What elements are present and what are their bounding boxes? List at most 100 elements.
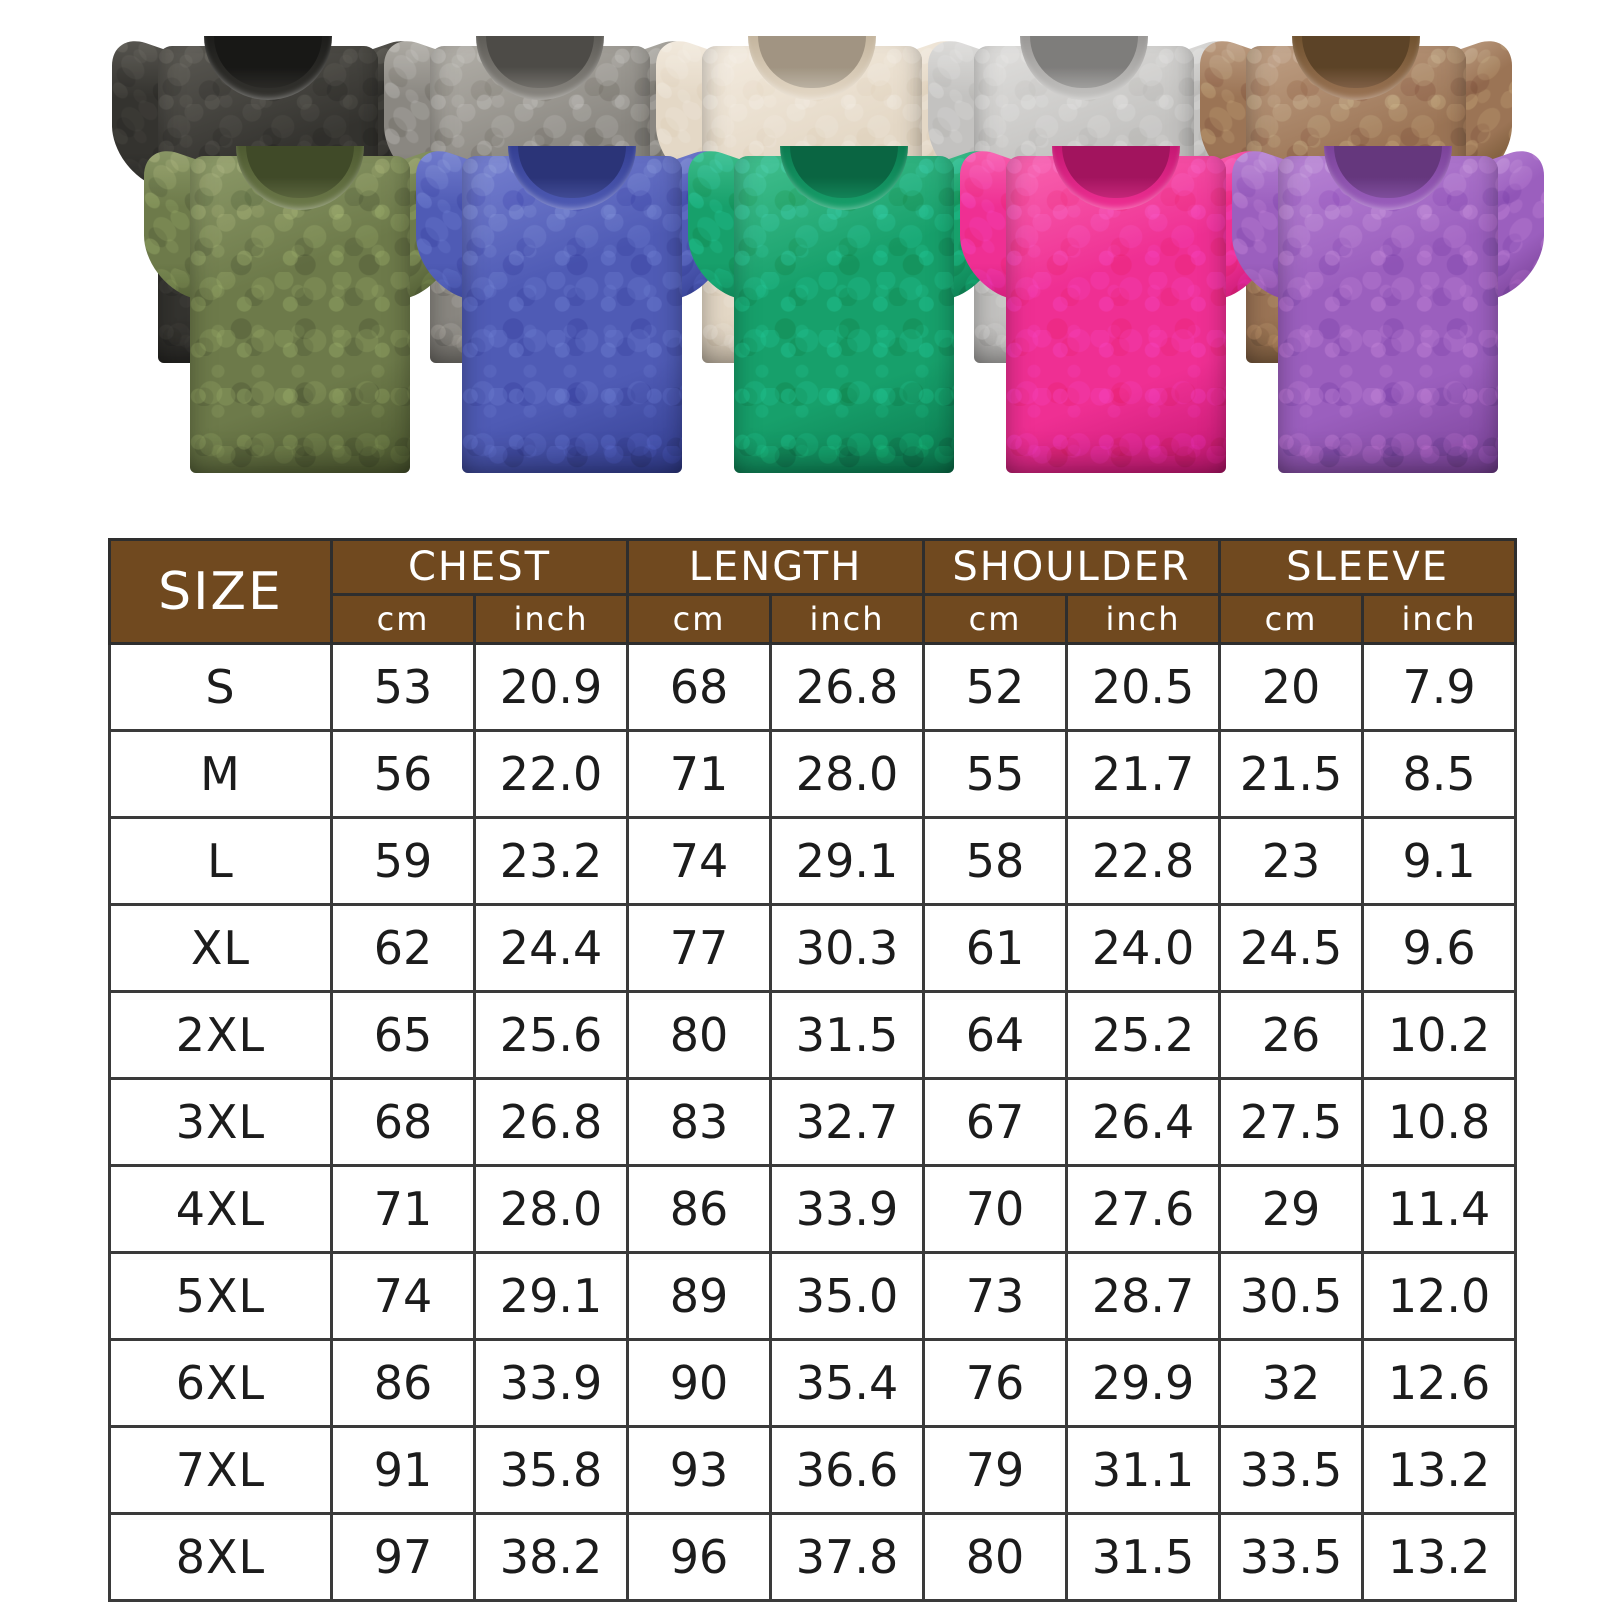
cell-chest-cm: 56: [330, 729, 476, 819]
cell-chest-in: 25.6: [472, 990, 630, 1080]
cell-length-in: 36.6: [769, 1425, 926, 1515]
table-row: 3XL 68 26.8 83 32.7 67 26.4 27.5 10.8: [108, 1077, 1518, 1167]
cell-shoulder-in: 22.8: [1065, 816, 1222, 906]
cell-chest-cm: 71: [330, 1164, 476, 1254]
cell-length-cm: 74: [626, 816, 773, 906]
cell-length-cm: 93: [626, 1425, 773, 1515]
cell-shoulder-cm: 61: [922, 903, 1069, 993]
header-group-chest: CHEST: [329, 538, 630, 596]
cell-length-cm: 86: [626, 1164, 773, 1254]
tshirt-rose-pink: [960, 128, 1272, 473]
cell-sleeve-cm: 23: [1218, 816, 1365, 906]
table-row: S 53 20.9 68 26.8 52 20.5 20 7.9: [108, 642, 1518, 732]
header-unit-sleeve-cm: cm: [1218, 593, 1365, 645]
cell-sleeve-in: 7.9: [1361, 642, 1518, 732]
header-unit-chest-inch: inch: [472, 593, 630, 645]
cell-sleeve-in: 12.6: [1361, 1338, 1518, 1428]
cell-sleeve-in: 9.6: [1361, 903, 1518, 993]
header-group-shoulder: SHOULDER: [922, 538, 1222, 596]
cell-sleeve-in: 9.1: [1361, 816, 1518, 906]
header-unit-sleeve-inch: inch: [1361, 593, 1518, 645]
cell-sleeve-cm: 30.5: [1218, 1251, 1365, 1341]
cell-length-cm: 89: [626, 1251, 773, 1341]
header-group-length: LENGTH: [626, 538, 926, 596]
header-unit-shoulder-cm: cm: [922, 593, 1069, 645]
cell-shoulder-in: 21.7: [1065, 729, 1222, 819]
size-chart-body: S 53 20.9 68 26.8 52 20.5 20 7.9 M 56 22.0 71 28.0 55 2…: [108, 642, 1518, 1602]
table-row: 2XL 65 25.6 80 31.5 64 25.2 26 10.2: [108, 990, 1518, 1080]
cell-sleeve-in: 8.5: [1361, 729, 1518, 819]
table-header-unit-row: cm inch cm inch cm inch cm inch: [110, 593, 1518, 645]
cell-sleeve-in: 10.2: [1361, 990, 1518, 1080]
tshirt-purple: [1232, 128, 1544, 473]
cell-chest-in: 38.2: [472, 1512, 630, 1602]
cell-shoulder-cm: 58: [922, 816, 1069, 906]
table-row: 8XL 97 38.2 96 37.8 80 31.5 33.5 13.2: [108, 1512, 1518, 1602]
cell-shoulder-in: 25.2: [1065, 990, 1222, 1080]
cell-length-cm: 77: [626, 903, 773, 993]
cell-shoulder-cm: 55: [922, 729, 1069, 819]
cell-shoulder-in: 24.0: [1065, 903, 1222, 993]
table-row: 5XL 74 29.1 89 35.0 73 28.7 30.5 12.0: [108, 1251, 1518, 1341]
cell-sleeve-cm: 32: [1218, 1338, 1365, 1428]
cell-size: 5XL: [108, 1251, 333, 1341]
cell-length-in: 35.4: [769, 1338, 926, 1428]
cell-length-in: 29.1: [769, 816, 926, 906]
table-row: M 56 22.0 71 28.0 55 21.7 21.5 8.5: [108, 729, 1518, 819]
cell-chest-in: 22.0: [472, 729, 630, 819]
table-row: 7XL 91 35.8 93 36.6 79 31.1 33.5 13.2: [108, 1425, 1518, 1515]
header-size: SIZE: [108, 538, 333, 645]
cell-shoulder-in: 26.4: [1065, 1077, 1222, 1167]
cell-sleeve-in: 12.0: [1361, 1251, 1518, 1341]
cell-shoulder-cm: 79: [922, 1425, 1069, 1515]
table-header-group-row: SIZE CHEST LENGTH SHOULDER SLEEVE: [108, 538, 1518, 645]
cell-chest-cm: 62: [330, 903, 476, 993]
cell-size: 3XL: [108, 1077, 333, 1167]
cell-shoulder-in: 31.5: [1065, 1512, 1222, 1602]
cell-chest-in: 26.8: [472, 1077, 630, 1167]
cell-size: 6XL: [108, 1338, 333, 1428]
table-row: L 59 23.2 74 29.1 58 22.8 23 9.1: [108, 816, 1518, 906]
cell-sleeve-cm: 27.5: [1218, 1077, 1365, 1167]
cell-chest-in: 35.8: [472, 1425, 630, 1515]
cell-length-in: 30.3: [769, 903, 926, 993]
cell-chest-in: 28.0: [472, 1164, 630, 1254]
cell-shoulder-cm: 67: [922, 1077, 1069, 1167]
cell-chest-cm: 68: [330, 1077, 476, 1167]
cell-length-in: 33.9: [769, 1164, 926, 1254]
cell-length-in: 26.8: [769, 642, 926, 732]
cell-length-in: 32.7: [769, 1077, 926, 1167]
cell-shoulder-in: 28.7: [1065, 1251, 1222, 1341]
cell-sleeve-cm: 26: [1218, 990, 1365, 1080]
cell-chest-in: 29.1: [472, 1251, 630, 1341]
cell-shoulder-cm: 64: [922, 990, 1069, 1080]
cell-sleeve-in: 13.2: [1361, 1512, 1518, 1602]
tshirt-olive-green: [144, 128, 456, 473]
header-unit-shoulder-inch: inch: [1065, 593, 1222, 645]
cell-size: 7XL: [108, 1425, 333, 1515]
cell-size: M: [108, 729, 333, 819]
cell-chest-cm: 86: [330, 1338, 476, 1428]
cell-length-cm: 80: [626, 990, 773, 1080]
header-group-sleeve: SLEEVE: [1218, 538, 1518, 596]
cell-size: 8XL: [108, 1512, 333, 1602]
cell-sleeve-in: 10.8: [1361, 1077, 1518, 1167]
cell-shoulder-cm: 70: [922, 1164, 1069, 1254]
cell-shoulder-in: 20.5: [1065, 642, 1222, 732]
cell-chest-cm: 91: [330, 1425, 476, 1515]
cell-sleeve-cm: 20: [1218, 642, 1365, 732]
cell-shoulder-in: 27.6: [1065, 1164, 1222, 1254]
cell-size: L: [108, 816, 333, 906]
size-chart-table: SIZE CHEST LENGTH SHOULDER SLEEVE cm inc…: [108, 538, 1518, 1602]
cell-chest-in: 24.4: [472, 903, 630, 993]
cell-size: XL: [108, 903, 333, 993]
cell-size: 2XL: [108, 990, 333, 1080]
cell-shoulder-cm: 52: [922, 642, 1069, 732]
cell-length-in: 28.0: [769, 729, 926, 819]
cell-chest-in: 23.2: [472, 816, 630, 906]
cell-chest-cm: 74: [330, 1251, 476, 1341]
cell-shoulder-in: 29.9: [1065, 1338, 1222, 1428]
cell-shoulder-cm: 73: [922, 1251, 1069, 1341]
cell-sleeve-cm: 24.5: [1218, 903, 1365, 993]
header-unit-length-inch: inch: [769, 593, 926, 645]
